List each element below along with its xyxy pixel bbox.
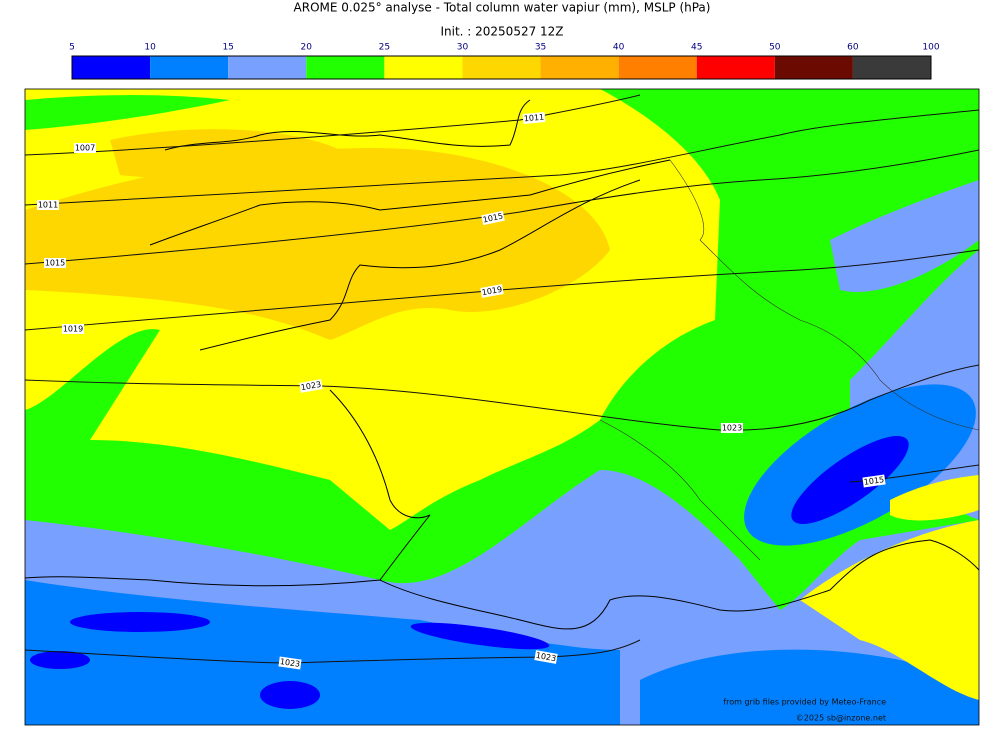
colorbar-tick-label: 35 — [535, 43, 546, 53]
isobar-label: 1023 — [535, 651, 557, 663]
field-area — [25, 148, 610, 340]
isobar-label: 1011 — [523, 113, 544, 124]
border — [599, 159, 979, 561]
field-area — [890, 475, 979, 521]
colorbar-tick-label: 5 — [69, 43, 75, 53]
isobar-label-bg — [74, 143, 96, 153]
colorbar-tick-label: 60 — [847, 43, 859, 53]
colorbar-segment — [462, 56, 541, 79]
isobar-label: 1023 — [279, 657, 300, 669]
title: AROME 0.025° analyse - Total column wate… — [294, 1, 711, 15]
isobar-label: 1011 — [38, 201, 58, 210]
colorbar-segment — [774, 56, 853, 79]
field-area — [110, 129, 340, 179]
field-area — [25, 95, 230, 130]
colorbar-tick-label: 45 — [691, 43, 702, 53]
colorbar-tick-label: 10 — [144, 43, 156, 53]
isobar-label-bg — [522, 112, 546, 124]
colorbar-tick-label: 15 — [222, 43, 233, 53]
credit: ©2025 sb@inzone.net — [796, 714, 886, 723]
colorbar-segment — [618, 56, 697, 79]
colorbar-tick-label: 20 — [301, 43, 313, 53]
field-area — [800, 520, 979, 700]
colorbar-segment — [696, 56, 775, 79]
coastline — [25, 99, 979, 630]
field-area — [640, 649, 979, 725]
colorbar-tick-label: 50 — [769, 43, 781, 53]
isobar — [25, 249, 979, 331]
colorbar-tick-label: 100 — [922, 43, 939, 53]
isobar-label: 1023 — [722, 424, 742, 433]
colorbar-segment — [306, 56, 385, 79]
colorbar-tick-label: 40 — [613, 43, 625, 53]
colorbar-segment — [72, 56, 151, 79]
isobar-label: 1019 — [481, 285, 503, 297]
isobar-label-bg — [481, 210, 505, 226]
isobar-label-bg — [278, 656, 302, 670]
isobar-label: 1015 — [482, 211, 504, 224]
isobar-label: 1007 — [75, 144, 95, 153]
isobar-label: 1015 — [45, 259, 65, 268]
colorbar-segment — [540, 56, 619, 79]
isobar-label-bg — [480, 284, 504, 298]
map-frame — [24, 88, 980, 726]
colorbar-tick-label: 25 — [379, 43, 390, 53]
isobar — [25, 149, 979, 265]
isobar — [25, 639, 641, 664]
isobar-labels: 1011 1007 1011 1015 1015 1019 1019 1023 1023 1015… — [37, 112, 886, 670]
colorbar-segment — [228, 56, 307, 79]
field-area — [791, 435, 909, 525]
map — [25, 89, 979, 725]
field-area — [70, 612, 210, 632]
colorbar-segment — [852, 56, 931, 79]
isobar-label-bg — [44, 258, 66, 268]
colorbar-tick-label: 30 — [457, 43, 469, 53]
isobar-label: 1019 — [63, 325, 83, 334]
isobar-label: 1023 — [300, 380, 322, 392]
colorbar-segment — [150, 56, 229, 79]
field-area — [260, 681, 320, 709]
colorbar-frame — [71, 55, 932, 80]
init-time: Init. : 20250527 12Z — [440, 25, 563, 39]
isobar-label-bg — [62, 324, 84, 334]
isobar-label-bg — [299, 379, 323, 393]
field-area — [30, 651, 90, 669]
colorbar-segment — [384, 56, 463, 79]
isobar — [25, 94, 641, 156]
credit: from grib files provided by Meteo-France — [723, 698, 886, 707]
isobar — [25, 109, 979, 206]
isobar-label: 1015 — [863, 475, 884, 487]
isobar-label-bg — [534, 650, 558, 664]
colorbar: 5 10 15 20 25 30 35 40 45 50 60 100 — [69, 43, 940, 80]
isobar — [25, 364, 979, 431]
field-area — [410, 622, 550, 650]
isobar-label-bg — [862, 474, 886, 488]
isobar-label-bg — [37, 200, 59, 210]
isobar-label-bg — [721, 423, 743, 433]
